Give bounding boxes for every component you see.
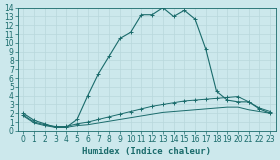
X-axis label: Humidex (Indice chaleur): Humidex (Indice chaleur) — [82, 147, 211, 156]
